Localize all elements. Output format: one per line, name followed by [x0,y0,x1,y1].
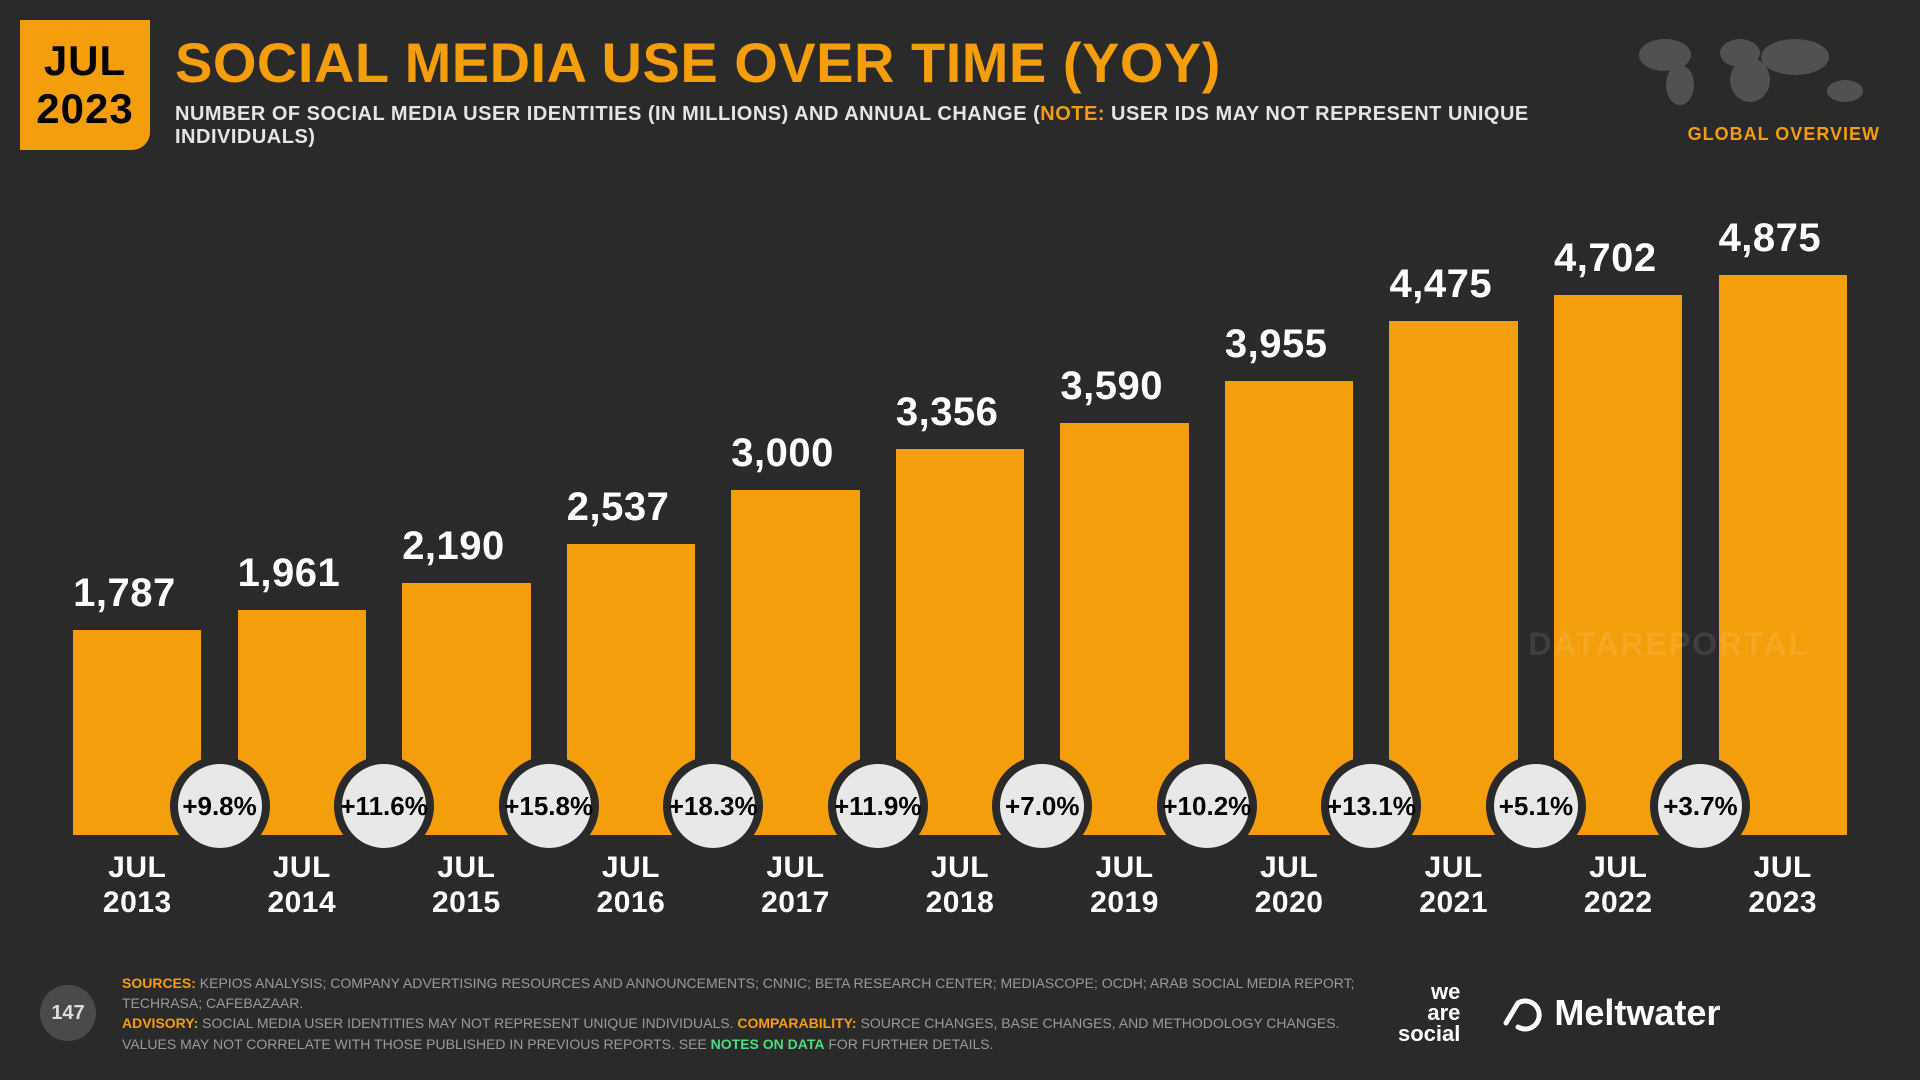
x-axis-label: JUL2015 [432,851,501,920]
bar-value-label: 1,961 [238,551,341,596]
advisory-label: ADVISORY: [122,1015,198,1031]
x-axis-label: JUL2016 [597,851,666,920]
yoy-change-badge: +18.3% [663,756,763,856]
meltwater-text: Meltwater [1554,992,1720,1034]
yoy-change-badge: +10.2% [1157,756,1257,856]
comparability-tail: FOR FURTHER DETAILS. [824,1036,993,1052]
globe-block: GLOBAL OVERVIEW [1620,25,1880,145]
bar-wrap: 1,787 [55,190,220,835]
page-subtitle: NUMBER OF SOCIAL MEDIA USER IDENTITIES (… [175,103,1580,149]
notes-on-data-link[interactable]: NOTES ON DATA [711,1036,825,1052]
bar-wrap: 2,537 [549,190,714,835]
yoy-change-badge: +13.1% [1321,756,1421,856]
comparability-label: COMPARABILITY: [737,1015,856,1031]
bar: 4,875 [1719,275,1847,835]
brand-logos: we are social Meltwater [1398,982,1720,1045]
subtitle-pre: NUMBER OF SOCIAL MEDIA USER IDENTITIES (… [175,103,1040,125]
globe-caption: GLOBAL OVERVIEW [1620,124,1880,145]
bar-value-label: 4,702 [1554,236,1657,281]
yoy-change-badge: +5.1% [1486,756,1586,856]
bar: 3,955 [1225,381,1353,835]
wearesocial-logo: we are social [1398,982,1460,1045]
x-axis-label: JUL2018 [926,851,995,920]
subtitle-note-label: NOTE: [1040,103,1105,125]
date-badge-month: JUL [44,37,126,85]
bar: 4,702 [1554,295,1682,835]
x-axis-label: JUL2020 [1255,851,1324,920]
yoy-change-badge: +11.9% [828,756,928,856]
yoy-change-badge: +3.7% [1650,756,1750,856]
bar-wrap: 4,702 [1536,190,1701,835]
yoy-change-badge: +11.6% [334,756,434,856]
date-badge-year: 2023 [36,85,133,133]
bar-wrap: 3,590 [1042,190,1207,835]
sources-label: SOURCES: [122,975,196,991]
bar-chart: 1,787 JUL2013+9.8% 1,961 JUL2014+11.6% 2,190… [55,190,1865,920]
bar-value-label: 1,787 [73,571,176,616]
yoy-change-badge: +9.8% [170,756,270,856]
wearesocial-line3: social [1398,1024,1460,1045]
meltwater-mark-icon [1500,991,1544,1035]
bar: 4,475 [1389,321,1517,835]
bar-value-label: 3,955 [1225,322,1328,367]
bar-wrap: 4,475 [1371,190,1536,835]
page-number: 147 [40,985,96,1041]
bar-value-label: 2,190 [402,524,505,569]
bar-wrap: 4,875 [1700,190,1865,835]
x-axis-label: JUL2019 [1090,851,1159,920]
bar-wrap: 3,955 [1207,190,1372,835]
meltwater-logo: Meltwater [1500,991,1720,1035]
footnotes: SOURCES: KEPIOS ANALYSIS; COMPANY ADVERT… [122,973,1372,1054]
x-axis-label: JUL2014 [267,851,336,920]
page-title: SOCIAL MEDIA USE OVER TIME (YOY) [175,30,1580,95]
yoy-change-badge: +15.8% [499,756,599,856]
title-block: SOCIAL MEDIA USE OVER TIME (YOY) NUMBER … [175,30,1580,149]
bar-wrap: 3,000 [713,190,878,835]
x-axis-label: JUL2017 [761,851,830,920]
date-badge: JUL 2023 [20,20,150,150]
bar-wrap: 1,961 [220,190,385,835]
x-axis-label: JUL2021 [1419,851,1488,920]
bar-wrap: 2,190 [384,190,549,835]
bar-value-label: 4,875 [1719,216,1822,261]
chart-column: 1,787JUL2013+9.8% [55,190,220,920]
world-map-icon [1620,25,1880,115]
sources-text: KEPIOS ANALYSIS; COMPANY ADVERTISING RES… [122,975,1355,1011]
bar-value-label: 3,000 [731,431,834,476]
advisory-text: SOCIAL MEDIA USER IDENTITIES MAY NOT REP… [198,1015,737,1031]
bar-value-label: 3,356 [896,390,999,435]
x-axis-label: JUL2023 [1748,851,1817,920]
x-axis-label: JUL2022 [1584,851,1653,920]
bar-value-label: 4,475 [1389,262,1492,307]
bar-wrap: 3,356 [878,190,1043,835]
bar-value-label: 3,590 [1060,364,1163,409]
yoy-change-badge: +7.0% [992,756,1092,856]
bar-value-label: 2,537 [567,485,670,530]
footer: 147 SOURCES: KEPIOS ANALYSIS; COMPANY AD… [0,951,1920,1080]
x-axis-label: JUL2013 [103,851,172,920]
